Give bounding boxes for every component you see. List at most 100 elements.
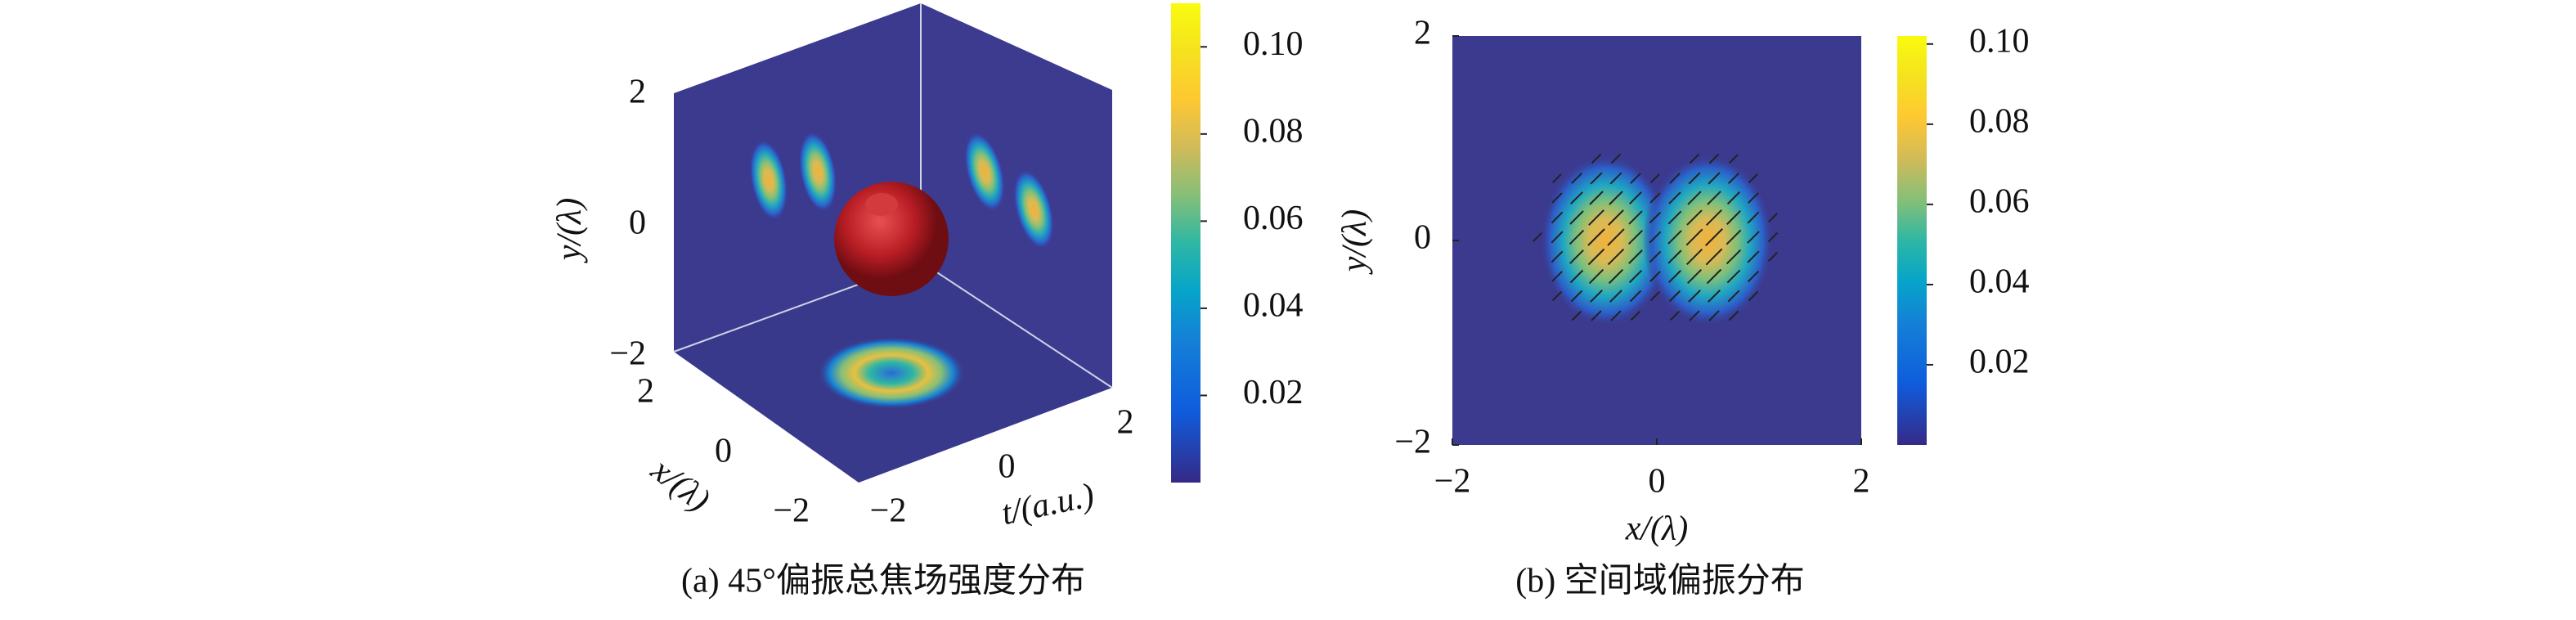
x-tick-label: 0 bbox=[1649, 463, 1666, 501]
polarization-arrow bbox=[1708, 172, 1721, 185]
polarization-arrow bbox=[1727, 290, 1740, 303]
polarization-arrow bbox=[1569, 210, 1584, 225]
polarization-arrows bbox=[1533, 153, 1779, 321]
colorbar-tick-label: 0.04 bbox=[1243, 287, 1304, 325]
polarization-arrow bbox=[1569, 269, 1584, 284]
polarization-arrow bbox=[1708, 153, 1720, 164]
colorbar bbox=[1171, 3, 1200, 483]
polarization-arrow bbox=[1668, 191, 1681, 204]
polarization-arrow bbox=[1551, 231, 1564, 244]
polarization-arrow bbox=[1708, 290, 1721, 303]
polarization-arrow bbox=[1687, 191, 1702, 205]
polarization-arrow bbox=[1591, 310, 1602, 321]
polarization-arrow bbox=[1591, 153, 1602, 164]
polarization-arrow bbox=[1727, 172, 1740, 185]
y-tick-label: 0 bbox=[1414, 219, 1431, 257]
x-tick-label: 2 bbox=[1853, 463, 1870, 501]
polarization-arrow bbox=[1570, 191, 1583, 204]
polarization-arrow bbox=[1706, 268, 1722, 285]
polarization-arrow bbox=[1685, 228, 1703, 246]
y-tick-label: −2 bbox=[1394, 424, 1431, 461]
polarization-arrow bbox=[1686, 249, 1703, 265]
polarization-arrow bbox=[1628, 249, 1643, 264]
polarization-arrow bbox=[1551, 192, 1563, 204]
polarization-arrow bbox=[1688, 290, 1701, 303]
y-tick-label: 2 bbox=[629, 74, 646, 111]
polarization-arrow bbox=[1587, 228, 1605, 246]
polarization-arrow bbox=[1726, 249, 1742, 265]
polarization-arrow bbox=[1588, 209, 1604, 226]
polarization-arrow bbox=[1726, 269, 1741, 284]
polarization-arrow bbox=[1668, 270, 1681, 283]
polarization-arrow bbox=[1609, 191, 1623, 205]
projection-blob bbox=[749, 139, 788, 221]
projection-blob bbox=[1013, 169, 1054, 249]
intensity-lobe bbox=[1540, 155, 1672, 326]
polarization-arrow bbox=[1649, 231, 1662, 244]
polarization-arrow bbox=[1628, 269, 1643, 284]
polarization-arrow bbox=[1650, 173, 1660, 183]
polarization-arrow bbox=[1726, 191, 1741, 205]
polarization-arrow bbox=[1629, 191, 1642, 204]
polarization-arrow bbox=[1587, 248, 1605, 266]
polarization-arrow bbox=[1669, 310, 1681, 321]
polarization-arrow bbox=[1669, 173, 1681, 184]
polarization-arrow bbox=[1630, 173, 1641, 184]
polarization-arrow bbox=[1726, 229, 1742, 245]
colorbar-tick-label: 0.04 bbox=[1969, 263, 2030, 301]
polarization-arrow bbox=[1748, 192, 1759, 204]
polarization-arrow bbox=[1589, 191, 1604, 205]
colorbar-tick-label: 0.02 bbox=[1969, 344, 2030, 381]
polarization-arrow bbox=[1649, 271, 1661, 282]
polarization-arrow bbox=[1590, 290, 1603, 303]
polarization-arrow bbox=[1748, 173, 1759, 184]
polarization-arrow bbox=[1628, 210, 1643, 225]
colorbar-tick-label: 0.10 bbox=[1243, 25, 1304, 63]
z-tick-label: −2 bbox=[870, 492, 907, 530]
caption: (b) 空间域偏振分布 bbox=[1515, 562, 1804, 600]
isosurface-lobe bbox=[865, 193, 898, 216]
polarization-arrow bbox=[1570, 290, 1583, 303]
polarization-arrow bbox=[1533, 232, 1542, 242]
polarization-arrow bbox=[1588, 268, 1604, 285]
polarization-arrow bbox=[1708, 310, 1720, 321]
polarization-arrow bbox=[1610, 153, 1622, 164]
polarization-arrow bbox=[1667, 230, 1682, 245]
projection-ring bbox=[818, 337, 965, 409]
polarization-arrow bbox=[1706, 209, 1722, 226]
polarization-arrow bbox=[1747, 270, 1760, 283]
polarization-arrow bbox=[1667, 210, 1682, 225]
projection-blob bbox=[964, 132, 1005, 212]
x-tick-label: 0 bbox=[715, 433, 732, 470]
x-axis-label: x/(λ) bbox=[644, 451, 716, 519]
caption: (a) 45°偏振总焦场强度分布 bbox=[681, 563, 1085, 600]
polarization-arrow bbox=[1608, 209, 1624, 226]
polarization-arrow bbox=[1767, 231, 1779, 243]
colorbar-tick-label: 0.08 bbox=[1969, 102, 2030, 140]
polarization-arrow bbox=[1705, 248, 1723, 266]
polarization-arrow bbox=[1649, 290, 1661, 302]
polarization-arrow bbox=[1607, 228, 1625, 246]
cube-edge bbox=[920, 261, 1113, 389]
polarization-arrow bbox=[1747, 231, 1760, 244]
x-tick-label: −2 bbox=[773, 492, 810, 530]
z-tick-label: 0 bbox=[999, 448, 1016, 486]
polarization-arrow bbox=[1627, 229, 1644, 245]
colorbar-tick-label: 0.08 bbox=[1243, 112, 1304, 150]
polarization-arrow bbox=[1687, 269, 1702, 284]
polarization-arrow bbox=[1552, 173, 1562, 183]
isosurface bbox=[834, 182, 949, 296]
polarization-arrow bbox=[1608, 268, 1624, 285]
y-tick-label: 0 bbox=[629, 204, 646, 242]
polarization-arrow bbox=[1569, 249, 1584, 264]
polarization-arrow bbox=[1748, 290, 1759, 302]
polarization-arrow bbox=[1747, 250, 1760, 263]
polarization-arrow bbox=[1726, 210, 1741, 225]
polarization-arrow bbox=[1629, 290, 1642, 303]
y-tick-label: 2 bbox=[1414, 15, 1431, 52]
polarization-arrow bbox=[1649, 250, 1662, 263]
cube bbox=[673, 3, 1113, 483]
polarization-arrow bbox=[1571, 173, 1582, 184]
y-axis-label: y/(λ) bbox=[1336, 209, 1374, 275]
projection-blob bbox=[798, 131, 837, 213]
